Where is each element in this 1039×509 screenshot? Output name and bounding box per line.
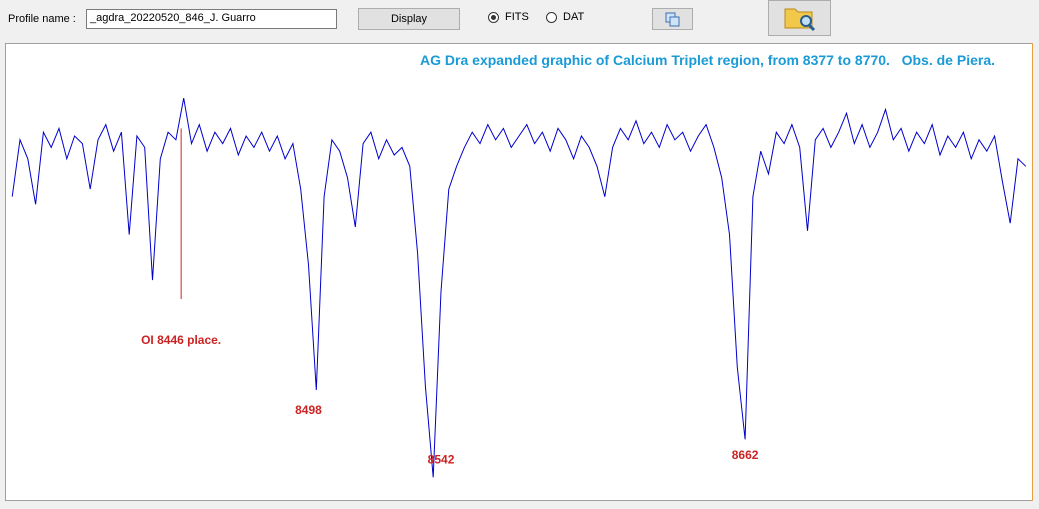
- copy-icon: [665, 12, 680, 27]
- profile-input[interactable]: _agdra_20220520_846_J. Guarro: [86, 9, 337, 29]
- radio-label: FITS: [505, 11, 529, 23]
- annotation-label: 8542: [428, 452, 455, 466]
- radio-dat[interactable]: DAT: [546, 11, 584, 23]
- radio-dot: [488, 11, 499, 23]
- radio-dot: [546, 11, 557, 23]
- folder-icon: [784, 8, 816, 32]
- radio-label: DAT: [563, 11, 585, 23]
- annotation-label: 8498: [295, 403, 322, 417]
- open-folder-button[interactable]: [768, 0, 831, 36]
- display-button[interactable]: Display: [358, 8, 460, 30]
- annotation-label: 8662: [732, 448, 759, 462]
- profile-label: Profile name :: [8, 13, 76, 25]
- spectrum-line: [11, 98, 1027, 478]
- annotation-label: OI 8446 place.: [141, 333, 221, 347]
- plot-frame: [5, 43, 1033, 501]
- radio-fits[interactable]: FITS: [488, 11, 529, 23]
- chart-title: AG Dra expanded graphic of Calcium Tripl…: [420, 52, 995, 68]
- copy-button[interactable]: [652, 8, 693, 30]
- spectrum-chart: AG Dra expanded graphic of Calcium Tripl…: [5, 43, 1033, 501]
